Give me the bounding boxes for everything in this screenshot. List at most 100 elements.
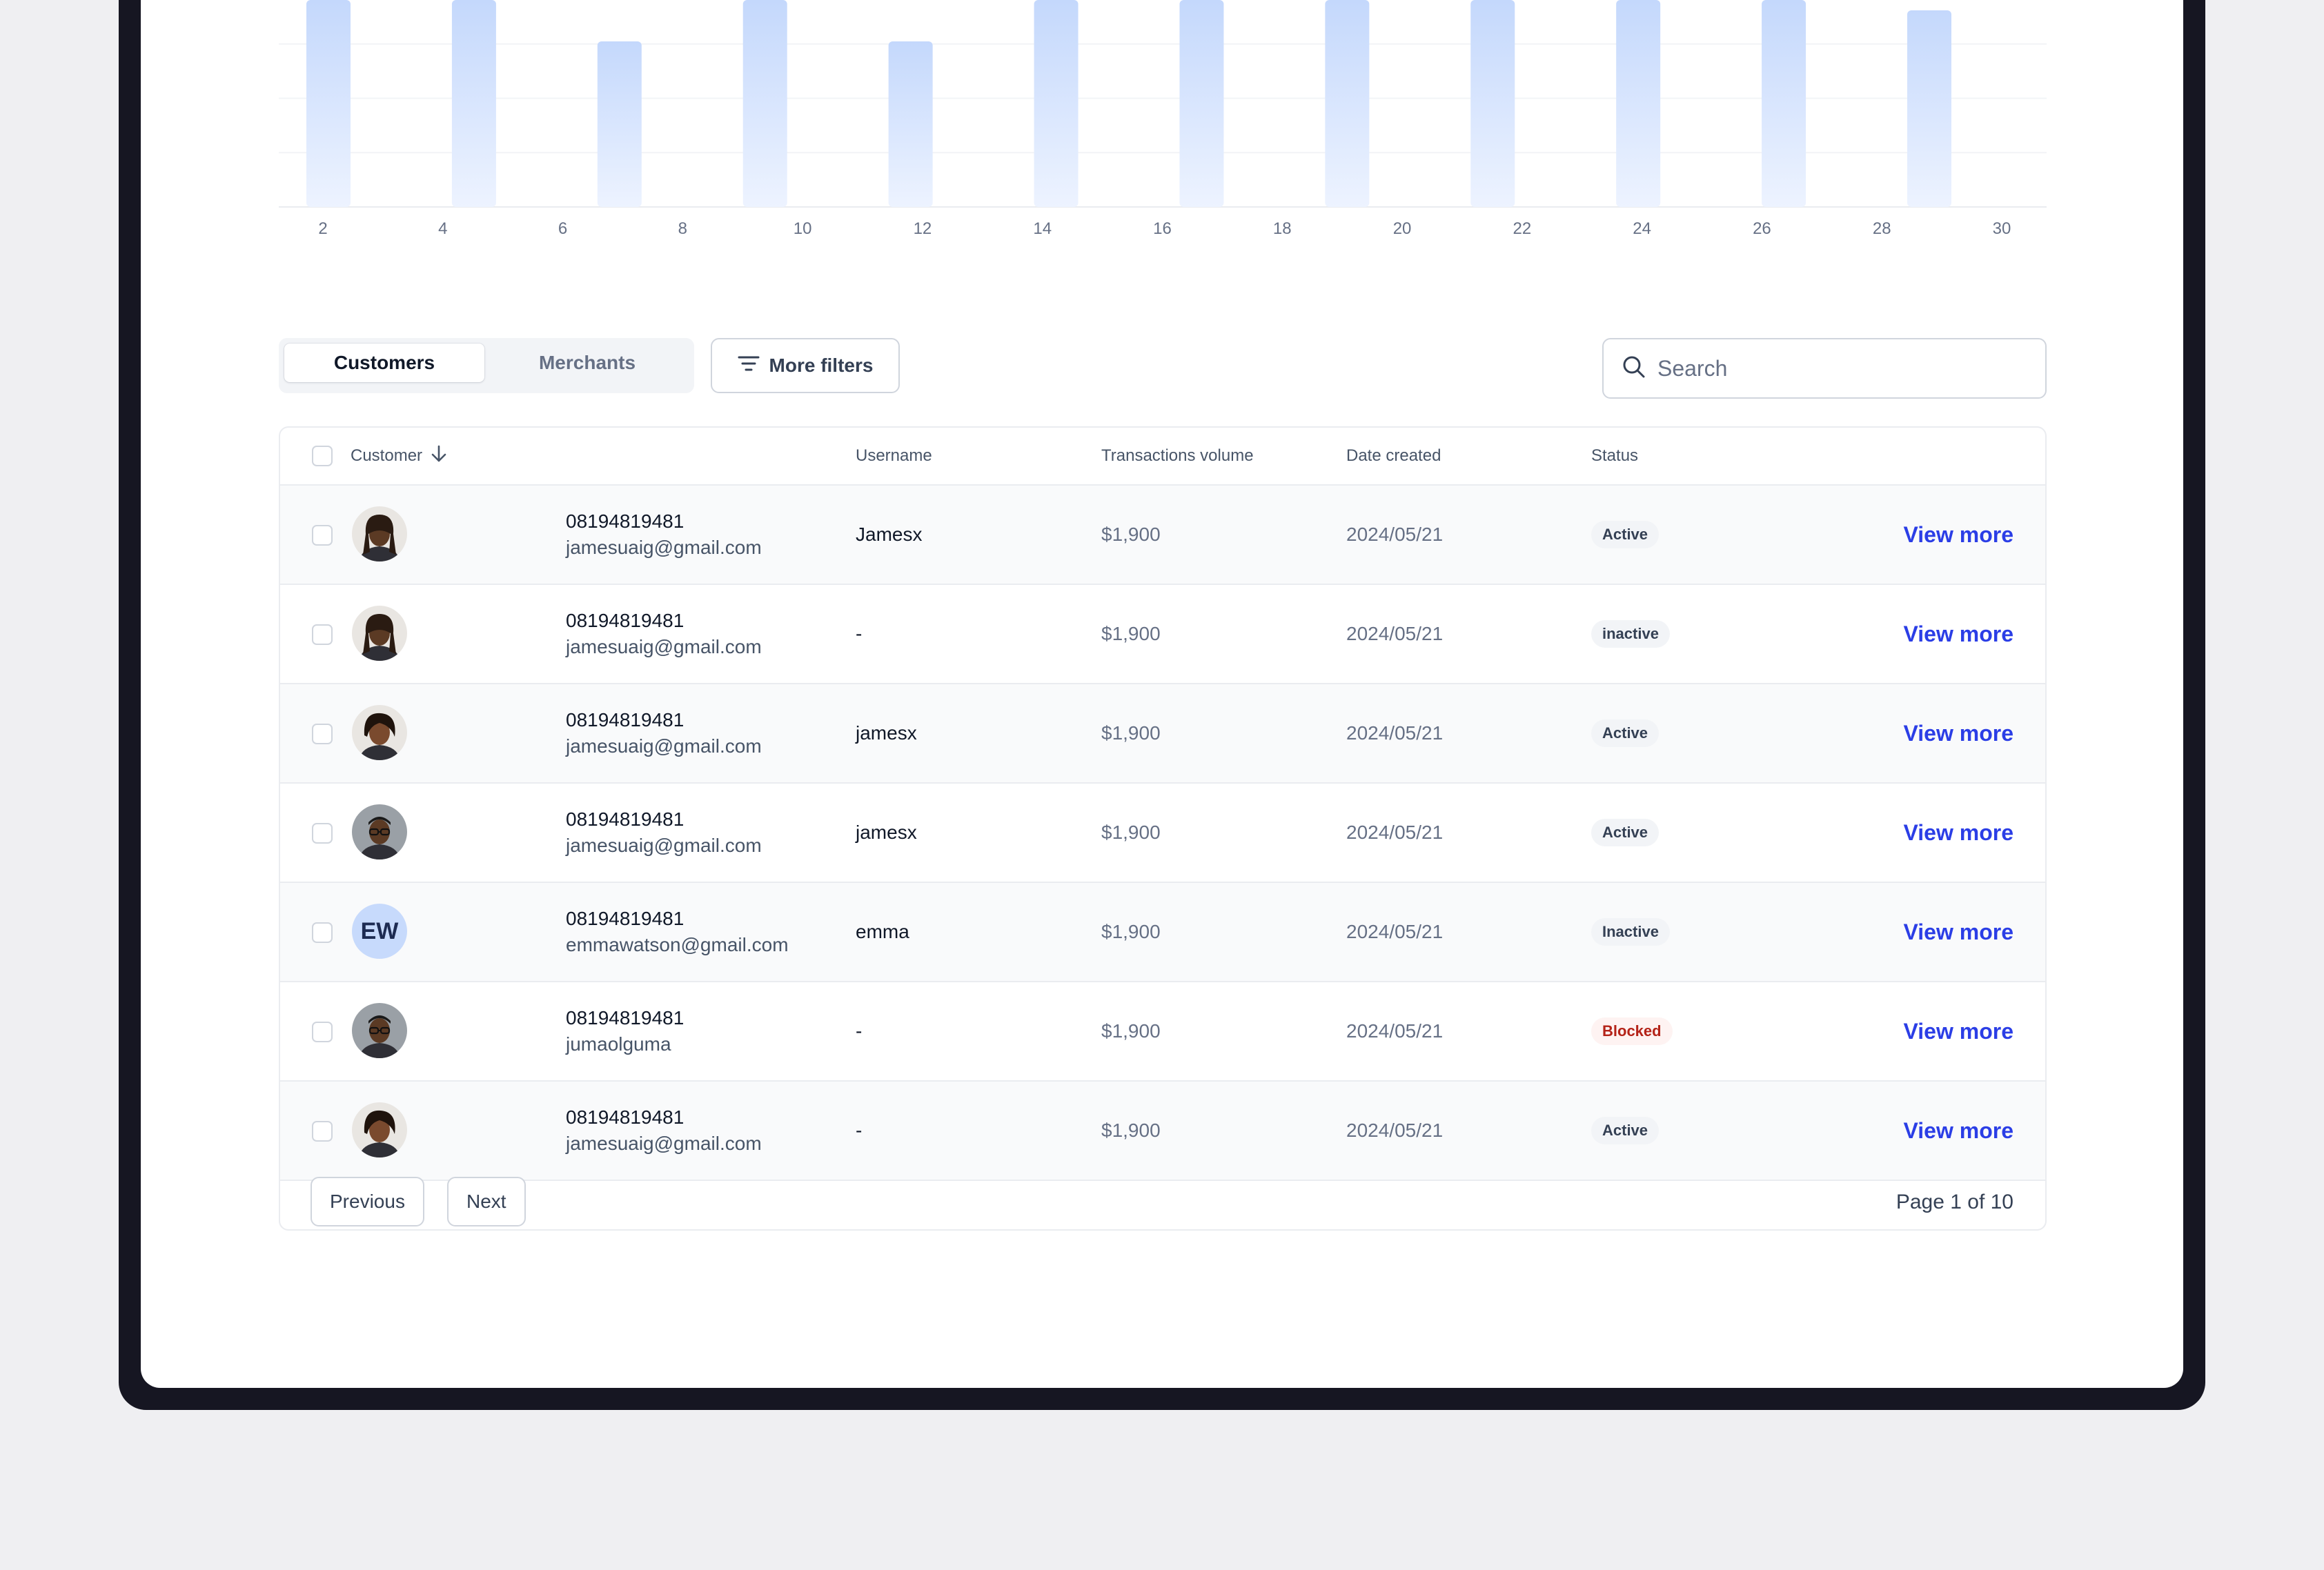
x-tick-label: 16 <box>1153 219 1172 238</box>
customer-phone: 08194819481 <box>566 610 685 631</box>
chart-bar <box>1470 0 1515 207</box>
status-badge: inactive <box>1591 620 1670 648</box>
table-row[interactable]: 08194819481 jumaolguma - $1,900 2024/05/21 Bl… <box>280 982 2045 1082</box>
previous-button[interactable]: Previous <box>311 1177 424 1226</box>
transactions-cell: $1,900 <box>1101 1020 1161 1042</box>
chart-bar <box>306 0 351 207</box>
row-checkbox[interactable] <box>312 922 333 943</box>
table-row[interactable]: 08194819481 jamesuaig@gmail.com - $1,900 202… <box>280 585 2045 684</box>
view-more-link[interactable]: View more <box>1903 1018 2013 1044</box>
row-select-cell <box>312 525 333 546</box>
view-more-link[interactable]: View more <box>1903 1117 2013 1143</box>
row-checkbox[interactable] <box>312 1121 333 1142</box>
username-cell: - <box>856 1020 863 1042</box>
status-cell: Active <box>1591 1082 1660 1180</box>
customer-cell: 08194819481 jamesuaig@gmail.com <box>566 784 762 882</box>
username-cell: - <box>856 1120 863 1141</box>
customer-merchant-toggle: Customers Merchants <box>279 338 694 393</box>
tab-merchants[interactable]: Merchants <box>538 352 636 373</box>
table-header: Customer Username Transactions volume Da… <box>280 428 2045 486</box>
transactions-cell: $1,900 <box>1101 722 1161 744</box>
chart-bar <box>888 41 933 207</box>
row-checkbox[interactable] <box>312 823 333 844</box>
customer-phone: 08194819481 <box>566 510 685 532</box>
transactions-cell: $1,900 <box>1101 524 1161 545</box>
header-username: Username <box>856 446 932 465</box>
customer-email: emmawatson@gmail.com <box>566 934 789 955</box>
date-cell: 2024/05/21 <box>1346 524 1444 545</box>
chart-bar <box>742 0 787 207</box>
view-more-link[interactable]: View more <box>1903 919 2013 944</box>
customer-phone: 08194819481 <box>566 908 685 929</box>
avatar <box>352 606 407 661</box>
row-select-cell <box>312 1121 333 1142</box>
chart-bar <box>1179 0 1224 207</box>
view-more-link[interactable]: View more <box>1903 720 2013 746</box>
customer-email: jamesuaig@gmail.com <box>566 835 762 856</box>
status-cell: Active <box>1591 486 1660 584</box>
status-badge: Blocked <box>1591 1017 1673 1045</box>
customer-cell: 08194819481 emmawatson@gmail.com <box>566 883 789 981</box>
row-select-cell <box>312 922 333 943</box>
row-select-cell <box>312 624 333 645</box>
chart-bar <box>451 0 496 207</box>
tab-customers[interactable]: Customers <box>284 344 484 382</box>
view-more-link[interactable]: View more <box>1903 621 2013 646</box>
table-row[interactable]: 08194819481 jamesuaig@gmail.com - $1,900 202… <box>280 1082 2045 1181</box>
action-cell: View more <box>1904 684 2013 782</box>
table-row[interactable]: 08194819481 jamesuaig@gmail.com jamesx $1,9… <box>280 784 2045 883</box>
bar-chart-svg <box>279 0 2047 208</box>
username-cell: Jamesx <box>856 524 923 545</box>
header-date: Date created <box>1346 446 1441 465</box>
table-toolbar: Customers Merchants More filters <box>279 338 2047 400</box>
table-row[interactable]: 08194819481 jamesuaig@gmail.com Jamesx $1,9… <box>280 486 2045 585</box>
row-checkbox[interactable] <box>312 724 333 744</box>
x-tick-label: 24 <box>1633 219 1651 238</box>
date-cell: 2024/05/21 <box>1346 623 1444 644</box>
status-cell: Active <box>1591 684 1660 782</box>
action-cell: View more <box>1904 1082 2013 1180</box>
header-customer[interactable]: Customer <box>351 428 447 484</box>
status-cell: Active <box>1591 784 1660 882</box>
row-checkbox[interactable] <box>312 525 333 546</box>
customer-email: jamesuaig@gmail.com <box>566 636 762 657</box>
username-cell: jamesx <box>856 722 917 744</box>
more-filters-button[interactable]: More filters <box>711 338 900 393</box>
view-more-link[interactable]: View more <box>1903 521 2013 547</box>
avatar-cell <box>352 1003 407 1058</box>
status-badge: Inactive <box>1591 918 1670 946</box>
action-cell: View more <box>1904 982 2013 1080</box>
action-cell: View more <box>1904 486 2013 584</box>
arrow-down-icon <box>431 445 447 468</box>
date-cell: 2024/05/21 <box>1346 822 1444 843</box>
action-cell: View more <box>1904 784 2013 882</box>
row-select-cell <box>312 1022 333 1042</box>
date-cell: 2024/05/21 <box>1346 1020 1444 1042</box>
x-tick-label: 22 <box>1513 219 1532 238</box>
status-cell: Inactive <box>1591 883 1670 981</box>
bar-chart: 2 4 6 8 10 12 14 16 18 20 22 24 26 28 30 <box>141 0 2183 248</box>
header-customer-label: Customer <box>351 446 423 465</box>
table-row[interactable]: EW 08194819481 emmawatson@gmail.com emma $1,… <box>280 883 2045 982</box>
avatar-cell <box>352 804 407 859</box>
x-tick-label: 14 <box>1033 219 1052 238</box>
chart-bar <box>1034 0 1079 207</box>
avatar-cell <box>352 1102 407 1157</box>
date-cell: 2024/05/21 <box>1346 1120 1444 1141</box>
chart-bar <box>1325 0 1370 207</box>
avatar-cell: EW <box>352 904 407 959</box>
row-checkbox[interactable] <box>312 624 333 645</box>
next-button[interactable]: Next <box>447 1177 526 1226</box>
customers-table: Customer Username Transactions volume Da… <box>279 426 2047 1231</box>
avatar-cell <box>352 705 407 760</box>
view-more-link[interactable]: View more <box>1903 819 2013 845</box>
search-input[interactable] <box>1657 355 2016 381</box>
row-checkbox[interactable] <box>312 1022 333 1042</box>
avatar-initials: EW <box>352 904 407 959</box>
x-tick-label: 8 <box>678 219 688 238</box>
customer-phone: 08194819481 <box>566 1007 685 1029</box>
chart-bar <box>1616 0 1661 207</box>
select-all-checkbox[interactable] <box>312 446 333 466</box>
table-row[interactable]: 08194819481 jamesuaig@gmail.com jamesx $1,9… <box>280 684 2045 784</box>
username-cell: jamesx <box>856 822 917 843</box>
